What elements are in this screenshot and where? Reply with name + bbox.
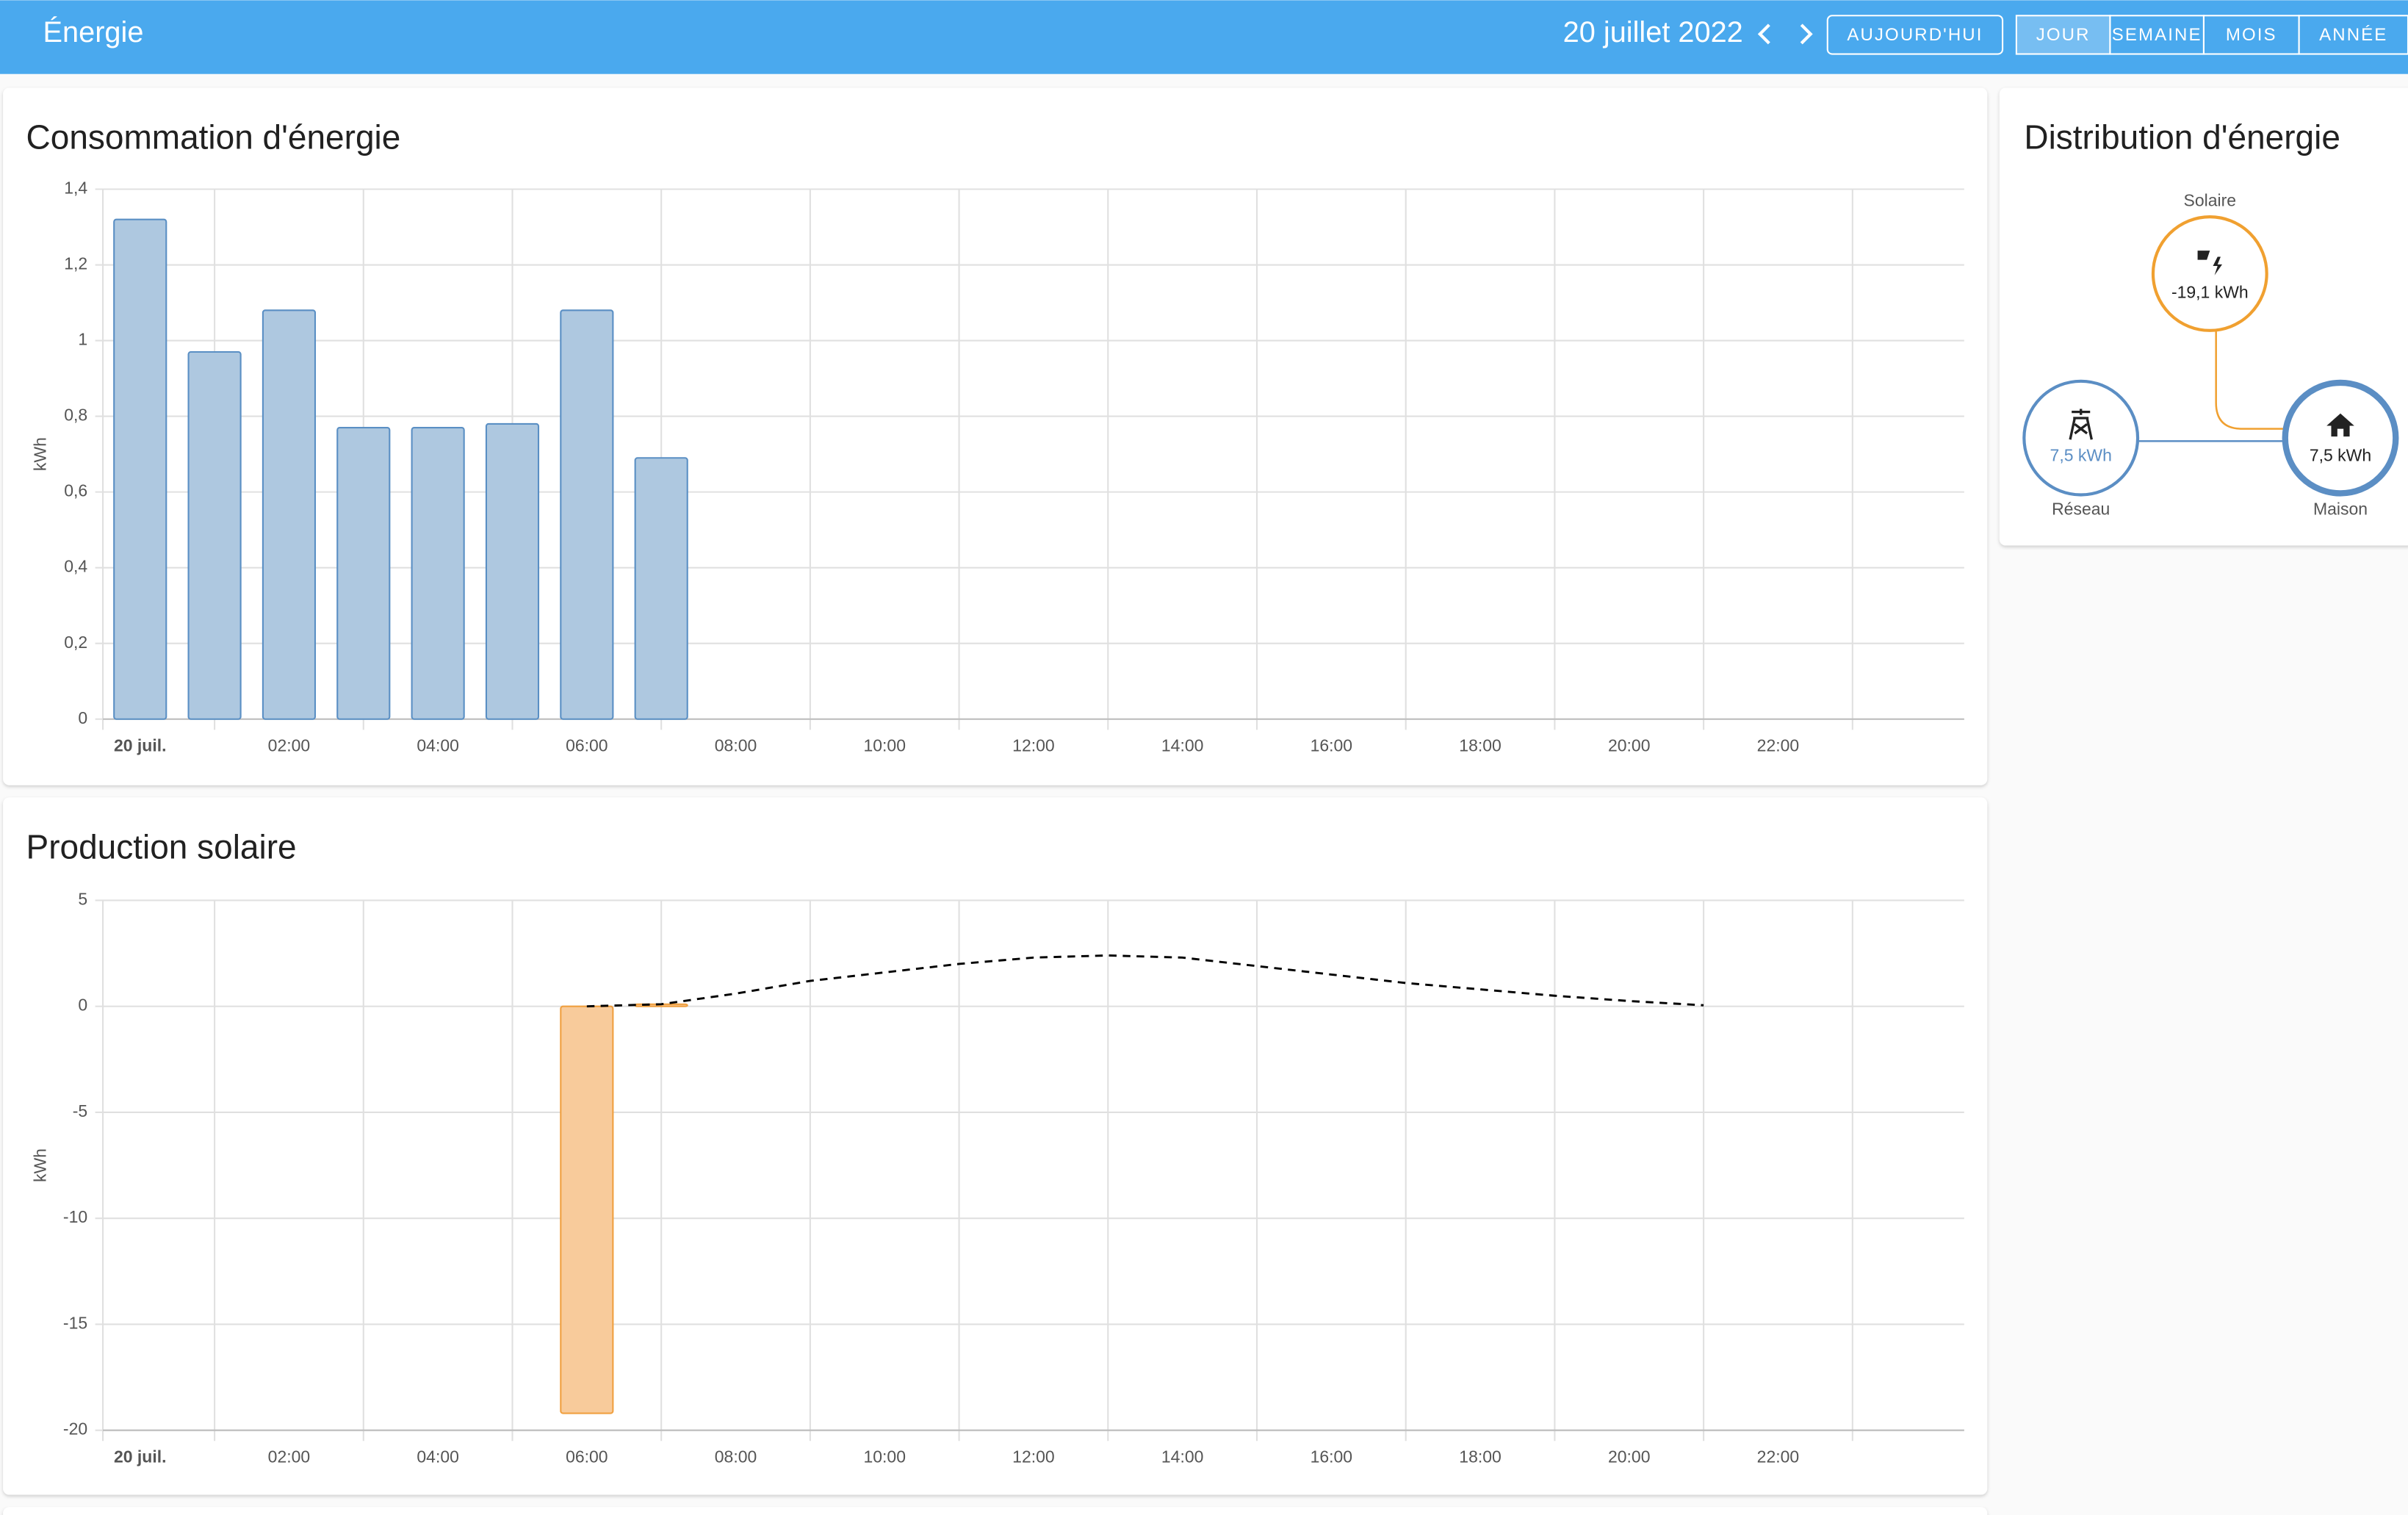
card-title: Distribution d'énergie <box>2024 118 2340 156</box>
grid-node[interactable] <box>2022 379 2140 497</box>
bar <box>411 427 465 720</box>
y-tick-label: 0 <box>78 708 87 727</box>
x-tick-label: 20 juil. <box>114 735 167 755</box>
x-tick-label: 16:00 <box>1311 1447 1353 1466</box>
y-axis-label: kWh <box>31 437 50 471</box>
home-icon <box>2326 413 2354 437</box>
x-tick-label: 12:00 <box>1012 735 1055 755</box>
x-tick-label: 08:00 <box>715 1447 757 1466</box>
bar <box>634 457 688 720</box>
today-button[interactable] <box>1826 15 2004 55</box>
solar-node[interactable] <box>2151 215 2268 332</box>
x-tick-label: 06:00 <box>566 735 608 755</box>
x-tick-label: 02:00 <box>268 735 311 755</box>
y-tick-label: 0,2 <box>64 633 87 652</box>
node-value: 7,5 kWh <box>2050 445 2112 464</box>
grid-icon <box>2069 409 2093 440</box>
chart: Consommation d'énergie kWh 0 0,2 0,4 0,6 0,8 1 1… <box>26 118 1964 755</box>
x-tick-label: 18:00 <box>1459 1447 1502 1466</box>
prev-button[interactable] <box>1757 24 1770 45</box>
x-tick-label: 04:00 <box>417 1447 459 1466</box>
x-tick-label: 14:00 <box>1161 1447 1204 1466</box>
y-tick-label: -5 <box>73 1101 87 1120</box>
card <box>3 1507 1988 1515</box>
chart-title: Consommation d'énergie <box>26 118 401 156</box>
x-tick-label: 06:00 <box>566 1447 608 1466</box>
bar <box>560 309 614 720</box>
period-button-label: JOUR <box>2036 25 2091 45</box>
y-tick-label: 0,8 <box>64 406 87 425</box>
y-tick-label: 0,4 <box>64 557 87 576</box>
x-tick-label: 08:00 <box>715 735 757 755</box>
date-label: 20 juillet 2022 <box>1563 16 1743 48</box>
period-button-label: ANNÉE <box>2319 25 2387 45</box>
bar <box>485 422 540 720</box>
node-label: Solaire <box>2184 190 2237 209</box>
x-tick-label: 10:00 <box>863 735 906 755</box>
app-header <box>0 0 2408 74</box>
x-tick-label: 22:00 <box>1757 735 1800 755</box>
y-axis-label: kWh <box>31 1148 50 1182</box>
y-tick-label: -15 <box>63 1313 87 1332</box>
bar <box>187 350 242 720</box>
x-tick-label: 16:00 <box>1311 735 1353 755</box>
chart-title: Production solaire <box>26 828 297 866</box>
card <box>3 797 1988 1495</box>
bar <box>262 309 317 720</box>
bar <box>560 1005 614 1414</box>
y-tick-label: -20 <box>63 1419 87 1439</box>
y-tick-label: 5 <box>78 890 87 909</box>
period-button-label: SEMAINE <box>2112 25 2202 45</box>
next-button[interactable] <box>1800 24 1813 45</box>
x-tick-label: 10:00 <box>863 1447 906 1466</box>
period-button-label: MOIS <box>2226 25 2277 45</box>
y-tick-label: 1,4 <box>64 179 87 198</box>
y-tick-label: 0 <box>78 996 87 1015</box>
x-tick-label: 22:00 <box>1757 1447 1800 1466</box>
charts: Consommation d'énergie kWh 0 0,2 0,4 0,6 0,8 1 1… <box>26 118 1964 1466</box>
x-tick-label: 02:00 <box>268 1447 311 1466</box>
bar <box>336 427 391 720</box>
bar <box>113 218 167 720</box>
x-tick-label: 04:00 <box>417 735 459 755</box>
page-title: Énergie <box>43 15 144 48</box>
today-button-label: AUJOURD'HUI <box>1847 25 1983 45</box>
x-tick-label: 18:00 <box>1459 735 1502 755</box>
x-tick-label: 20 juil. <box>114 1447 167 1466</box>
node-value: -19,1 kWh <box>2171 283 2249 302</box>
x-tick-label: 20:00 <box>1608 1447 1651 1466</box>
solar-icon <box>2197 251 2223 276</box>
y-tick-label: -10 <box>63 1207 87 1226</box>
home-node[interactable] <box>2282 379 2399 497</box>
y-tick-label: 0,6 <box>64 481 87 500</box>
node-value: 7,5 kWh <box>2310 445 2371 464</box>
node-label: Maison <box>2313 499 2368 518</box>
y-tick-label: 1,2 <box>64 254 87 273</box>
x-tick-label: 20:00 <box>1608 735 1651 755</box>
period-selector: JOUR SEMAINE MOIS ANNÉE <box>2015 15 2408 55</box>
x-tick-label: 12:00 <box>1012 1447 1055 1466</box>
x-tick-label: 14:00 <box>1161 735 1204 755</box>
solar-flow <box>2215 330 2285 430</box>
y-tick-label: 1 <box>78 330 87 349</box>
chart: Production solaire kWh -20 -15 -10 -5 0 5 20 jui… <box>26 828 1964 1466</box>
node-label: Réseau <box>2052 499 2110 518</box>
